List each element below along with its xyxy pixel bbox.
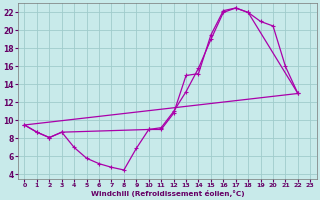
X-axis label: Windchill (Refroidissement éolien,°C): Windchill (Refroidissement éolien,°C) [91,190,244,197]
